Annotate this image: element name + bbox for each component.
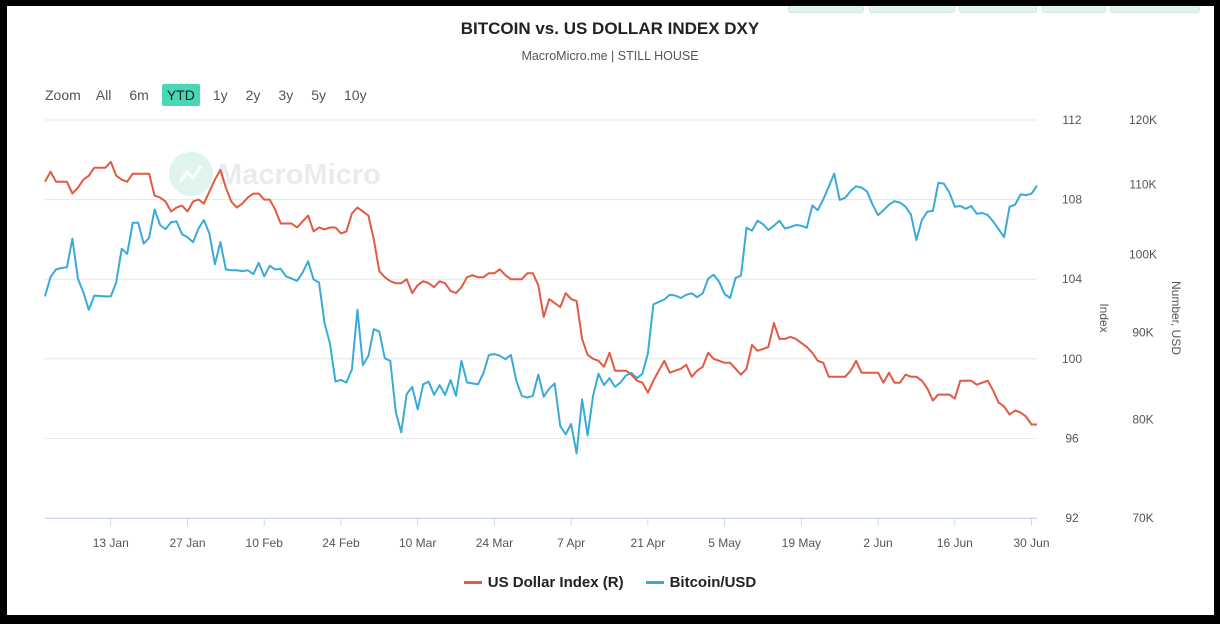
top-toolbar-button[interactable]: [869, 6, 955, 13]
x-tick-label: 10 Mar: [399, 536, 436, 550]
zoom-1y-button[interactable]: 1y: [212, 87, 228, 103]
y-tick-label-index: 112: [1062, 113, 1081, 127]
top-toolbar-button[interactable]: [959, 6, 1037, 13]
y-axis-usd: 70K 80K 90K 100K 110K 120K Number, USD: [1129, 113, 1183, 525]
x-tick-label: 16 Jun: [937, 536, 973, 550]
series-group: [44, 160, 1038, 455]
y-tick-label-usd: 110K: [1129, 177, 1156, 191]
y-tick-label-index: 100: [1062, 352, 1082, 366]
legend-item-dxy[interactable]: US Dollar Index (R): [463, 574, 624, 591]
y-tick-label-usd: 90K: [1132, 325, 1153, 339]
x-tick-label: 21 Apr: [631, 536, 666, 550]
zoom-controls: Zoom All 6m YTD 1y 2y 3y 5y 10y: [45, 84, 380, 106]
chart-title: BITCOIN vs. US DOLLAR INDEX DXY: [460, 19, 760, 38]
y-tick-label-usd: 120K: [1129, 113, 1157, 127]
x-tick-label: 5 May: [708, 536, 741, 550]
zoom-2y-button[interactable]: 2y: [245, 87, 261, 103]
watermark: MacroMicro: [169, 152, 381, 196]
top-toolbar-button[interactable]: [1110, 6, 1200, 13]
series-line-dxy: [44, 160, 1037, 426]
x-tick-label: 27 Jan: [169, 536, 205, 550]
y-tick-label-index: 104: [1062, 272, 1082, 286]
watermark-text: MacroMicro: [218, 159, 381, 191]
legend-swatch-dxy: [463, 581, 482, 584]
zoom-ytd-button[interactable]: YTD: [161, 84, 200, 106]
top-toolbar-button[interactable]: [788, 6, 864, 13]
legend-label-btc: Bitcoin/USD: [669, 574, 757, 591]
x-tick-label: 19 May: [782, 536, 821, 550]
legend-label-dxy: US Dollar Index (R): [487, 574, 624, 591]
chart-panel: [7, 6, 1214, 615]
x-tick-label: 7 Apr: [557, 536, 585, 550]
y-axis-title-index: Index: [1097, 303, 1111, 332]
zoom-5y-button[interactable]: 5y: [311, 87, 326, 103]
y-tick-label-usd: 80K: [1132, 412, 1153, 426]
y-tick-label-index: 96: [1065, 431, 1079, 445]
legend-swatch-btc: [645, 581, 664, 584]
series-line-bitcoin: [44, 172, 1038, 455]
x-tick-label: 24 Feb: [322, 536, 360, 550]
zoom-6m-button[interactable]: 6m: [129, 87, 149, 103]
x-tick-label: 30 Jun: [1014, 536, 1050, 550]
y-tick-label-usd: 70K: [1132, 511, 1153, 525]
watermark-logo-mark: [178, 165, 203, 183]
zoom-3y-button[interactable]: 3y: [278, 87, 294, 103]
y-tick-label-usd: 100K: [1129, 248, 1157, 262]
y-tick-label-index: 108: [1062, 193, 1082, 207]
legend: US Dollar Index (R) Bitcoin/USD: [0, 574, 1220, 591]
legend-item-btc[interactable]: Bitcoin/USD: [645, 574, 757, 591]
zoom-all-button[interactable]: All: [95, 87, 112, 103]
y-axis-index: 92 96 100 104 108 112 Index: [1062, 113, 1111, 525]
top-toolbar-button[interactable]: [1042, 6, 1106, 13]
chart-subtitle: MacroMicro.me | STILL HOUSE: [521, 49, 699, 63]
x-tick-label: 13 Jan: [93, 536, 129, 550]
y-axis-title-usd: Number, USD: [1169, 281, 1183, 355]
x-tick-label: 2 Jun: [863, 536, 892, 550]
x-tick-label: 10 Feb: [246, 536, 284, 550]
y-tick-label-index: 92: [1065, 511, 1079, 525]
x-tick-label: 24 Mar: [476, 536, 513, 550]
zoom-10y-button[interactable]: 10y: [344, 87, 367, 103]
x-axis: 13 Jan 27 Jan 10 Feb 24 Feb 10 Mar 24 Mar 7 Ap…: [45, 518, 1050, 550]
zoom-label: Zoom: [45, 87, 81, 103]
